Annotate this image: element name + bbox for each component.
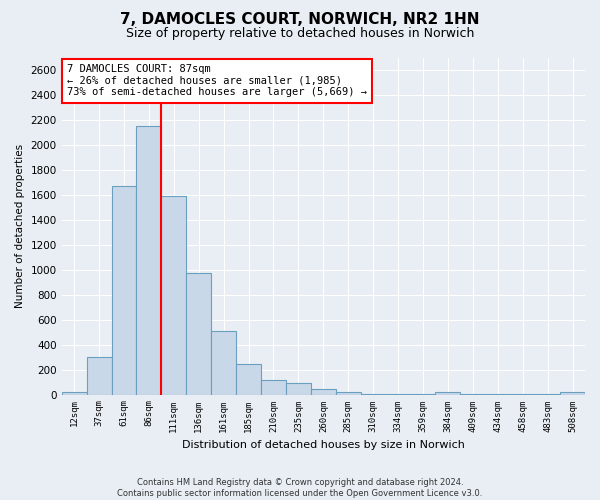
Text: 7, DAMOCLES COURT, NORWICH, NR2 1HN: 7, DAMOCLES COURT, NORWICH, NR2 1HN — [120, 12, 480, 28]
Bar — [286, 382, 311, 394]
Text: 7 DAMOCLES COURT: 87sqm
← 26% of detached houses are smaller (1,985)
73% of semi: 7 DAMOCLES COURT: 87sqm ← 26% of detache… — [67, 64, 367, 98]
Bar — [112, 186, 136, 394]
X-axis label: Distribution of detached houses by size in Norwich: Distribution of detached houses by size … — [182, 440, 465, 450]
Bar — [186, 274, 211, 394]
Bar — [236, 364, 261, 394]
Bar — [261, 380, 286, 394]
Text: Contains HM Land Registry data © Crown copyright and database right 2024.
Contai: Contains HM Land Registry data © Crown c… — [118, 478, 482, 498]
Bar — [86, 357, 112, 395]
Bar — [436, 392, 460, 394]
Bar — [211, 331, 236, 394]
Bar — [336, 392, 361, 394]
Bar — [62, 392, 86, 394]
Bar — [161, 196, 186, 394]
Bar — [560, 392, 585, 394]
Y-axis label: Number of detached properties: Number of detached properties — [15, 144, 25, 308]
Bar — [311, 389, 336, 394]
Text: Size of property relative to detached houses in Norwich: Size of property relative to detached ho… — [126, 28, 474, 40]
Bar — [136, 126, 161, 394]
